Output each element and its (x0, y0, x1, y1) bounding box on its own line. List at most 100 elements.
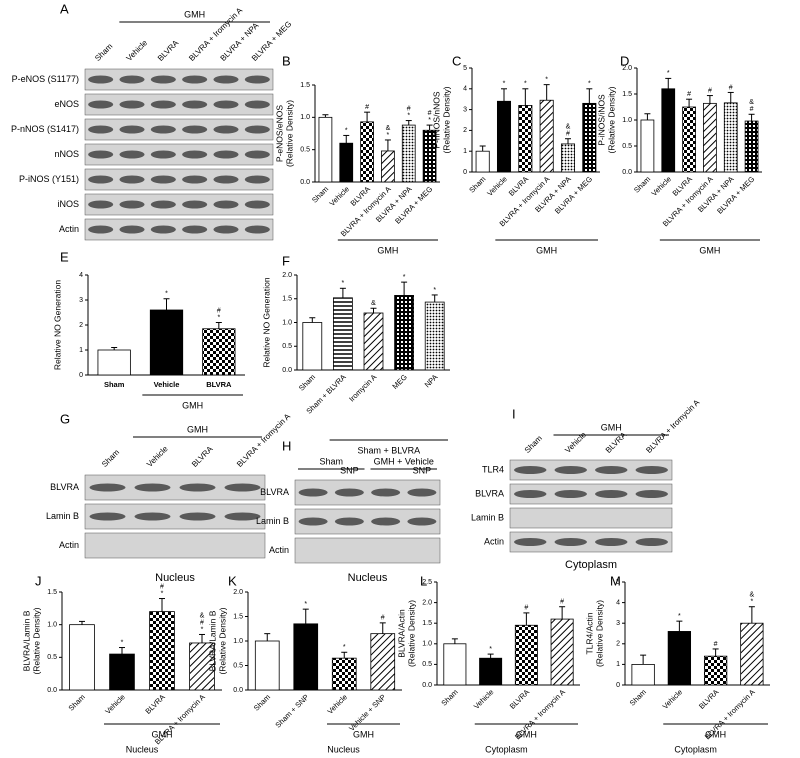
blot-strip (84, 193, 274, 216)
bar (97, 349, 131, 376)
significance-mark: # (714, 641, 718, 648)
x-tick-label: BLVRA + MEG (715, 174, 756, 215)
panel-letter: E (60, 249, 69, 264)
panel-letter: A (60, 1, 69, 16)
y-axis-label: BLVRA/Lamin B (21, 610, 31, 671)
y-tick-label: 1.0 (422, 641, 432, 648)
y-axis-label: (Relative Density) (606, 86, 616, 153)
significance-mark: # (708, 87, 712, 94)
significance-mark: # (566, 131, 570, 138)
significance-mark: * (304, 601, 307, 608)
significance-mark: * (433, 287, 436, 294)
significance-mark: # (217, 307, 221, 314)
protein-band (119, 125, 145, 134)
protein-band (213, 125, 239, 134)
protein-band (334, 488, 364, 497)
y-tick-label: 2 (463, 127, 467, 134)
significance-mark: & (750, 592, 755, 599)
row-label: TLR4 (482, 464, 504, 474)
y-tick-label: 2.0 (622, 65, 632, 72)
protein-band (88, 75, 114, 84)
x-tick-label: Vehicle + SNP (347, 692, 387, 732)
significance-mark: & (566, 124, 571, 131)
row-label: iNOS (57, 199, 79, 209)
x-tick-label: BLVRA (508, 687, 531, 710)
bar (514, 624, 538, 686)
y-axis-label: Relative NO Generation (52, 280, 62, 371)
x-tick-label: Vehicle (485, 174, 508, 197)
row-label: eNOS (54, 99, 79, 109)
group-label: Sham + BLVRA (357, 445, 420, 455)
protein-band (150, 150, 176, 159)
x-tick-label: Sham (439, 687, 459, 707)
y-tick-label: 0.5 (233, 662, 243, 669)
y-tick-label: 0.5 (47, 654, 57, 661)
y-tick-label: 3 (79, 297, 83, 304)
significance-mark: # (381, 615, 385, 622)
row-label: Actin (269, 545, 289, 555)
y-tick-label: 5 (463, 65, 467, 72)
panel-letter: B (282, 53, 291, 68)
significance-mark: * (428, 117, 431, 124)
y-tick-label: 2.0 (422, 599, 432, 606)
bar (333, 297, 353, 371)
protein-band (182, 225, 208, 234)
significance-mark: # (560, 599, 564, 606)
protein-band (514, 490, 547, 498)
blot-strip (509, 507, 673, 529)
row-label: nNOS (54, 149, 79, 159)
panel-letter: H (282, 438, 291, 453)
protein-band (150, 200, 176, 209)
bar (443, 643, 467, 686)
y-tick-label: 1.5 (282, 296, 292, 303)
group-label: GMH (705, 729, 726, 739)
protein-band (514, 466, 547, 474)
protein-band (119, 150, 145, 159)
header-label: GMH (601, 422, 622, 432)
significance-mark: * (201, 626, 204, 633)
y-tick-label: 1.0 (622, 117, 632, 124)
bar (640, 119, 655, 173)
blot-strip (84, 218, 274, 241)
bar (744, 120, 759, 173)
bar (424, 301, 445, 371)
significance-mark: * (345, 127, 348, 134)
x-tick-label: Sham (67, 692, 87, 712)
y-tick-label: 0.0 (282, 367, 292, 374)
protein-band (224, 483, 261, 492)
protein-band (213, 225, 239, 234)
protein-band (244, 100, 270, 109)
panel-letter: F (282, 253, 290, 268)
panel-letter: G (60, 411, 70, 426)
blot-strip (84, 532, 266, 559)
lane-label: Vehicle (125, 38, 150, 63)
blot-strip (509, 459, 673, 481)
y-tick-label: 1.5 (622, 91, 632, 98)
y-tick-label: 1.0 (300, 114, 310, 121)
significance-mark: & (749, 99, 754, 106)
row-label: BLVRA (475, 488, 504, 498)
protein-band (150, 225, 176, 234)
lane-label: Sham (523, 434, 544, 455)
row-label: Lamin B (46, 511, 79, 521)
protein-band (514, 538, 547, 546)
lane-label: Vehicle (145, 444, 170, 469)
row-label: Actin (59, 540, 79, 550)
significance-mark: * (343, 644, 346, 651)
protein-band (244, 150, 270, 159)
y-axis-label: (Relative Density) (406, 600, 416, 667)
group-label: GMH (182, 400, 203, 410)
protein-band (244, 225, 270, 234)
footer-label: Nucleus (126, 744, 159, 754)
protein-band (213, 150, 239, 159)
bar (331, 657, 357, 691)
protein-band (298, 488, 328, 497)
x-tick-label: Vehicle (650, 174, 673, 197)
significance-mark: # (750, 106, 754, 113)
header-label: GMH + Vehicle (374, 456, 434, 466)
y-tick-label: 2 (79, 322, 83, 329)
protein-band (244, 200, 270, 209)
protein-band (334, 517, 364, 526)
bar (149, 309, 184, 376)
